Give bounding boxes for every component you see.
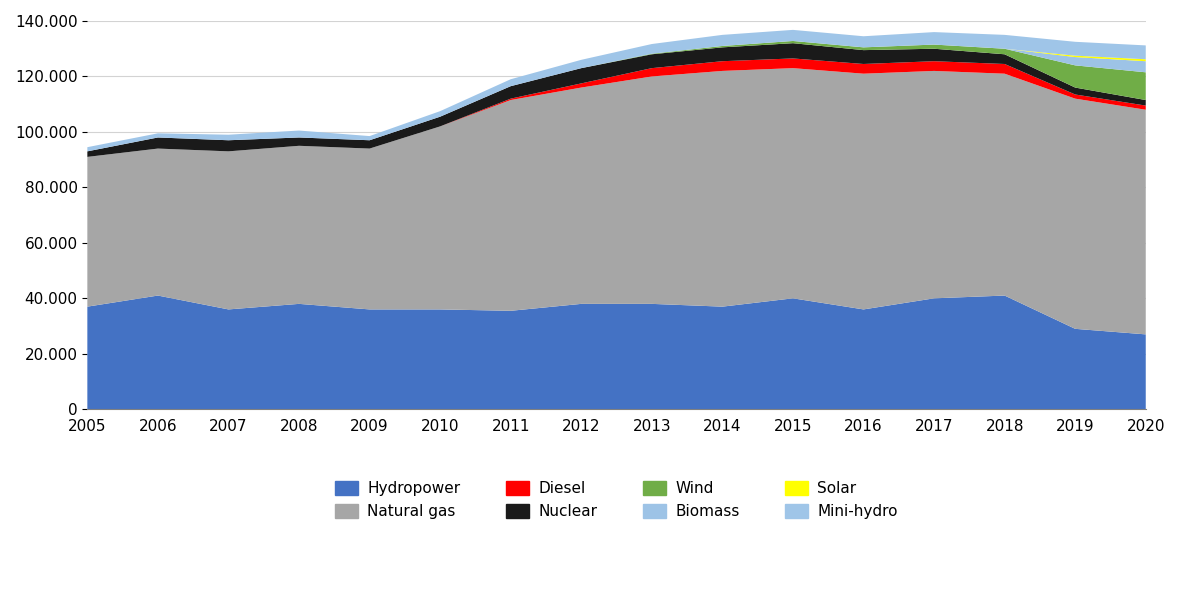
Legend: Hydropower, Natural gas, Diesel, Nuclear, Wind, Biomass, Solar, Mini-hydro: Hydropower, Natural gas, Diesel, Nuclear…	[329, 475, 904, 525]
